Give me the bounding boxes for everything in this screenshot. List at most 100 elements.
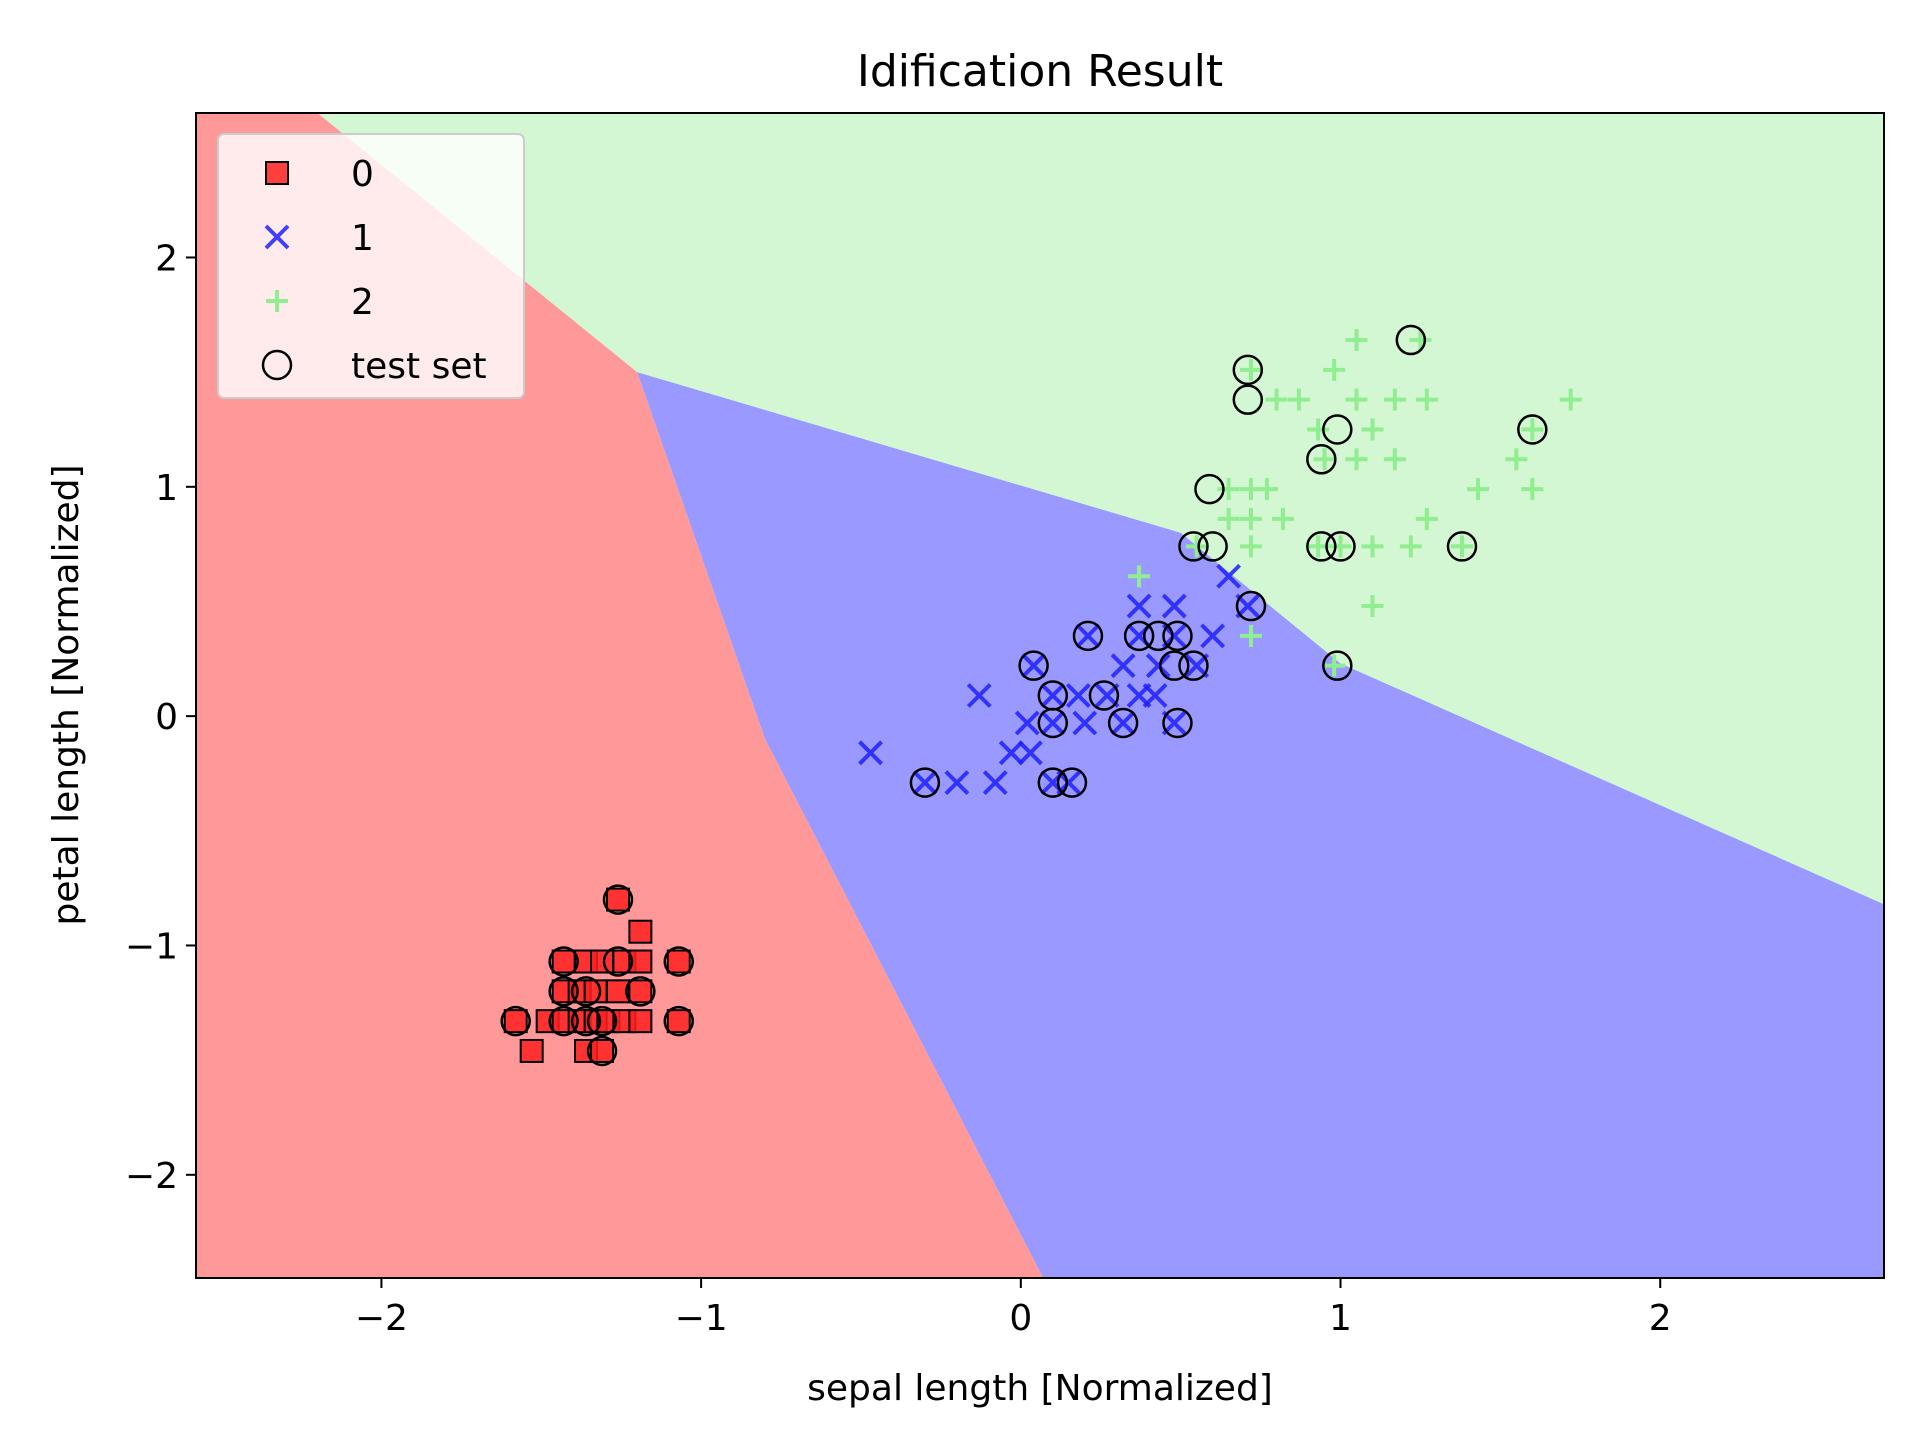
point-2 [1361,535,1384,558]
point-test-set [500,1005,531,1037]
legend: 0 1 2 test set [217,133,525,399]
point-2 [1451,535,1473,558]
point-1 [858,740,883,766]
decision-regions [196,113,1884,1278]
point-1 [1072,710,1098,736]
x-tick-label: 1 [1329,1298,1352,1339]
point-0 [519,1038,544,1063]
point-1 [1200,623,1226,649]
point-test-set [1306,444,1337,475]
y-tick-label: −1 [125,926,178,967]
point-1 [1021,653,1047,679]
point-1 [1065,683,1091,708]
point-test-set [1123,620,1155,652]
point-1 [1216,563,1242,589]
point-2 [1217,507,1240,530]
point-test-set [1072,620,1104,652]
point-2 [1323,358,1346,381]
point-2 [1505,448,1528,471]
point-1 [912,770,938,796]
point-1 [966,683,992,708]
point-2 [1329,535,1352,558]
point-test-set [1162,707,1193,739]
point-2 [1383,448,1406,471]
point-1 [1126,593,1152,619]
point-0 [551,949,576,974]
point-test-set [548,976,579,1007]
point-1 [1142,683,1168,708]
point-2 [1415,507,1438,530]
point-0 [590,949,615,974]
point-test-set [1232,354,1264,386]
point-2 [1383,388,1406,411]
point-0 [628,919,653,944]
point-1 [1110,710,1136,736]
legend-marker-1 [264,224,290,250]
point-1 [1110,653,1136,679]
point-test-set [570,1005,602,1037]
y-axis-ticks: −2 −1 0 1 2 [125,238,196,1197]
point-test-set [663,946,694,977]
legend-label: 1 [351,218,374,259]
point-test-set [1088,680,1120,711]
y-tick-label: 0 [155,697,178,738]
region-class-0 [196,113,1044,1278]
point-test-set [570,976,602,1007]
chart-title: Idification Result [857,46,1223,97]
point-test-set [1162,620,1193,652]
point-test-set [1322,414,1353,445]
x-tick-label: 2 [1649,1298,1672,1339]
point-0 [583,979,608,1004]
point-0 [666,1009,691,1034]
legend-label: test set [351,346,487,387]
point-2 [1240,507,1262,530]
legend-marker-2 [266,290,288,312]
point-1 [1161,593,1187,619]
point-2 [1345,329,1368,352]
point-test-set [1143,620,1174,652]
point-test-set [1037,707,1069,739]
legend-marker-test-set [261,349,293,381]
point-0 [628,1009,653,1034]
point-test-set [1322,650,1353,681]
point-2 [1345,448,1368,471]
point-2 [1240,535,1262,558]
point-1 [1040,683,1066,708]
point-1 [944,770,970,796]
point-2 [1265,388,1288,411]
point-test-set [586,1035,618,1067]
point-2 [1345,388,1368,411]
point-test-set [1395,324,1427,356]
point-test-set [1107,707,1139,739]
point-test-set [625,976,656,1007]
point-test-set [1037,767,1069,798]
point-2 [1361,418,1384,441]
point-0 [628,949,653,974]
point-2 [1399,535,1422,558]
point-test-set [1197,531,1228,562]
y-tick-label: 1 [155,468,178,509]
point-2 [1240,624,1262,647]
x-axis-label: sepal length [Normalized] [807,1368,1273,1409]
point-2 [1128,565,1151,588]
point-test-set [1306,531,1337,562]
data-points [500,324,1582,1067]
point-1 [1017,740,1043,766]
legend-marker-0 [265,161,289,185]
legend-label: 2 [351,282,374,323]
point-0 [666,949,691,974]
point-test-set [1325,531,1356,562]
point-2 [1559,388,1582,411]
point-test-set [1056,767,1088,798]
point-2 [1307,418,1330,441]
y-tick-label: −2 [125,1156,178,1197]
plot-frame [195,112,1885,1279]
point-2 [1271,507,1294,530]
point-test-set [1446,531,1478,562]
point-2 [1313,448,1336,471]
point-test-set [1178,531,1209,562]
point-test-set [1178,650,1209,681]
point-test-set [602,884,634,915]
point-0 [503,1009,528,1034]
point-1 [998,740,1024,766]
